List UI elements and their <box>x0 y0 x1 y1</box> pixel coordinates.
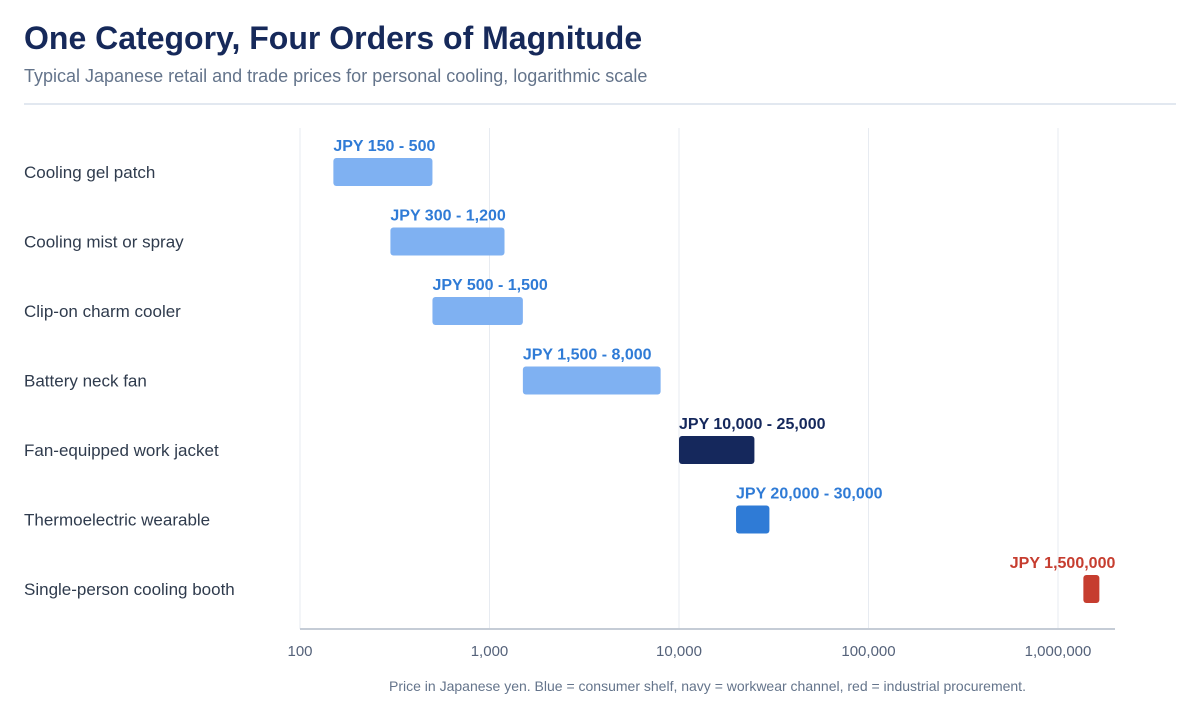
range-label: JPY 150 - 500 <box>333 138 435 155</box>
chart-caption: Price in Japanese yen. Blue = consumer s… <box>389 678 1026 694</box>
range-bar <box>390 227 505 256</box>
x-tick-label: 1,000,000 <box>1025 643 1092 660</box>
range-label: JPY 300 - 1,200 <box>390 208 505 225</box>
category-labels: Cooling gel patch Cooling mist or spray Cl… <box>24 163 235 599</box>
range-bar <box>1083 575 1100 603</box>
x-axis: 100 1,000 10,000 100,000 1,000,000 <box>287 628 1115 660</box>
range-bar <box>736 505 770 534</box>
range-label: JPY 1,500,000 <box>1010 555 1116 572</box>
x-tick-label: 10,000 <box>656 643 702 660</box>
range-bar <box>432 297 523 325</box>
category-label: Thermoelectric wearable <box>24 511 210 530</box>
chart-subtitle: Typical Japanese retail and trade prices… <box>24 66 648 86</box>
range-bar <box>679 436 755 464</box>
category-label: Single-person cooling booth <box>24 580 235 599</box>
range-label: JPY 20,000 - 30,000 <box>736 486 883 503</box>
category-label: Cooling gel patch <box>24 163 155 182</box>
range-label: JPY 500 - 1,500 <box>432 277 547 294</box>
grid-lines <box>299 128 1059 629</box>
range-label: JPY 1,500 - 8,000 <box>523 347 652 364</box>
category-label: Cooling mist or spray <box>24 233 184 252</box>
range-label: JPY 10,000 - 25,000 <box>679 416 826 433</box>
chart-title: One Category, Four Orders of Magnitude <box>24 20 643 56</box>
category-label: Fan-equipped work jacket <box>24 441 219 460</box>
category-label: Clip-on charm cooler <box>24 302 181 321</box>
category-label: Battery neck fan <box>24 372 147 391</box>
x-tick-label: 100 <box>287 643 312 660</box>
range-bars <box>333 158 1100 603</box>
range-bar <box>522 366 661 395</box>
header-divider <box>24 103 1176 105</box>
range-bar <box>333 158 433 186</box>
range-labels: JPY 150 - 500 JPY 300 - 1,200 JPY 500 - 1,… <box>333 138 1115 572</box>
x-tick-label: 1,000 <box>471 643 509 660</box>
x-tick-label: 100,000 <box>841 643 895 660</box>
